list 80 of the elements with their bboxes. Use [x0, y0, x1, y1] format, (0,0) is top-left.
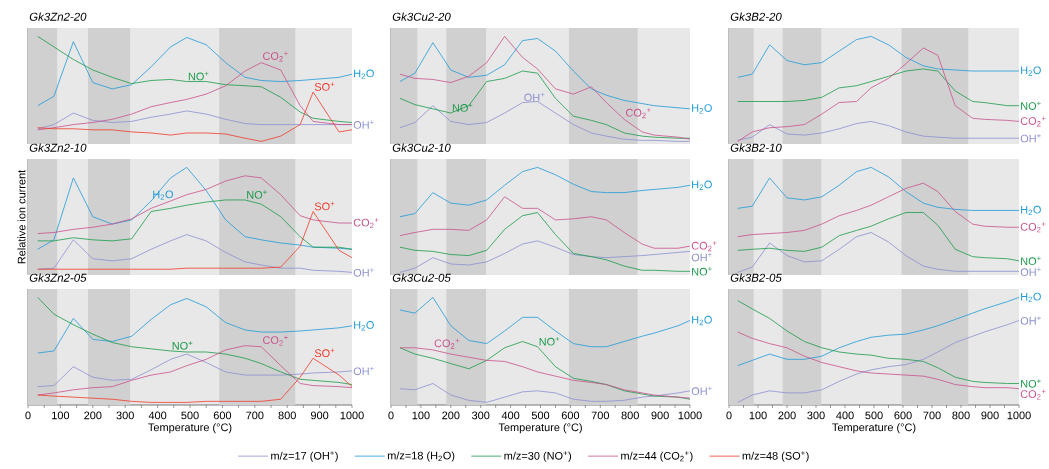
legend-label: m/z=44 (CO$_{2}$$^{+}$)	[621, 451, 693, 462]
x-tick-label: 500	[531, 411, 550, 420]
annotation: SO$^{+}$	[314, 201, 335, 211]
annotation: H$_{2}$O	[153, 190, 173, 200]
x-tick-label: 400	[836, 411, 854, 420]
series-label: H$_{2}$O	[692, 104, 712, 114]
chart-title: Gk3B2-05	[730, 273, 782, 282]
x-tick-label: 200	[442, 411, 460, 420]
chart-title: Gk3B2-10	[730, 143, 782, 152]
x-tick-label: 600	[213, 411, 232, 420]
series-label: H$_{2}$O	[692, 315, 712, 326]
annotation: SO$^{+}$	[314, 348, 335, 358]
series-label: NO$^{+}$	[1021, 379, 1041, 388]
series-label: NO$^{+}$	[1021, 256, 1041, 266]
x-tick-label: 600	[561, 411, 580, 420]
x-tick-label: 700	[591, 411, 610, 420]
x-tick-label: 300	[807, 411, 825, 420]
x-tick-label: 700	[923, 411, 941, 420]
legend-label: m/z=17 (OH$^{+}$)	[271, 451, 338, 462]
x-tick-label: 100	[749, 411, 767, 420]
annotation: NO$^{+}$	[539, 337, 560, 346]
x-tick-label: 900	[310, 411, 329, 420]
x-tick-label: 1000	[1007, 411, 1031, 420]
series-label: OH$^{+}$	[691, 252, 712, 262]
x-tick-label: 800	[278, 411, 296, 420]
x-tick-label: 300	[471, 411, 490, 420]
series-label: NO$^{+}$	[692, 267, 712, 276]
x-tick-label: 400	[501, 411, 520, 420]
x-tick-label: 200	[778, 411, 796, 420]
series-label: OH$^{+}$	[1020, 267, 1041, 277]
series-label: OH$^{+}$	[353, 268, 374, 277]
series-label: H$_{2}$O	[354, 69, 374, 79]
x-axis-title: Temperature (°C)	[498, 423, 582, 434]
chart-title: Gk3Cu2-20	[392, 12, 451, 21]
x-tick-label: 1000	[678, 411, 702, 420]
annotation: OH$^{+}$	[524, 92, 545, 102]
annotation: NO$^{+}$	[188, 71, 209, 81]
chart-title: Gk3Zn2-10	[29, 143, 87, 152]
x-tick-label: 100	[52, 411, 70, 420]
legend-label: m/z=18 (H$_{2}$O)	[387, 451, 455, 462]
chart-title: Gk3Cu2-05	[392, 273, 451, 282]
x-tick-label: 0	[25, 411, 31, 420]
x-tick-label: 0	[388, 411, 394, 420]
x-tick-label: 500	[181, 411, 199, 420]
x-tick-label: 400	[148, 411, 167, 420]
y-axis-title: Relative ion current	[17, 169, 26, 264]
x-tick-label: 800	[952, 411, 970, 420]
series-label: H$_{2}$O	[692, 180, 712, 190]
chart-title: Gk3B2-20	[730, 12, 782, 21]
series-label: OH$^{+}$	[1020, 316, 1041, 325]
x-tick-label: 700	[246, 411, 264, 420]
legend-label: m/z=30 (NO$^{+}$)	[504, 451, 572, 462]
x-tick-label: 1000	[340, 411, 364, 420]
chart-title: Gk3Zn2-05	[29, 273, 87, 282]
chart-title: Gk3Cu2-10	[392, 143, 451, 152]
chart-title: Gk3Zn2-20	[29, 12, 87, 21]
series-label: NO$^{+}$	[1021, 101, 1041, 110]
annotation: OH$^{+}$	[353, 366, 374, 376]
series-label: OH$^{+}$	[691, 386, 712, 396]
x-tick-label: 600	[894, 411, 912, 420]
legend-label: m/z=48 (SO$^{+}$)	[742, 451, 809, 462]
annotation: NO$^{+}$	[247, 190, 267, 199]
x-tick-label: 300	[116, 411, 134, 420]
x-axis-title: Temperature (°C)	[148, 423, 232, 434]
series-label: H$_{2}$O	[1021, 292, 1041, 303]
series-label: H$_{2}$O	[1021, 205, 1041, 216]
annotation: H$_{2}$O	[354, 321, 374, 331]
x-tick-label: 500	[865, 411, 883, 420]
x-tick-label: 0	[726, 411, 732, 420]
x-tick-label: 100	[412, 411, 430, 420]
x-tick-label: 900	[651, 411, 669, 420]
x-axis-title: Temperature (°C)	[832, 423, 916, 434]
x-tick-label: 900	[981, 411, 999, 420]
annotation: NO$^{+}$	[172, 341, 193, 350]
x-tick-label: 200	[84, 411, 102, 420]
annotation: SO$^{+}$	[314, 82, 335, 91]
series-label: OH$^{+}$	[353, 120, 374, 129]
series-label: H$_{2}$O	[1021, 66, 1041, 76]
series-label: OH$^{+}$	[1020, 133, 1041, 143]
x-tick-label: 800	[621, 411, 639, 420]
